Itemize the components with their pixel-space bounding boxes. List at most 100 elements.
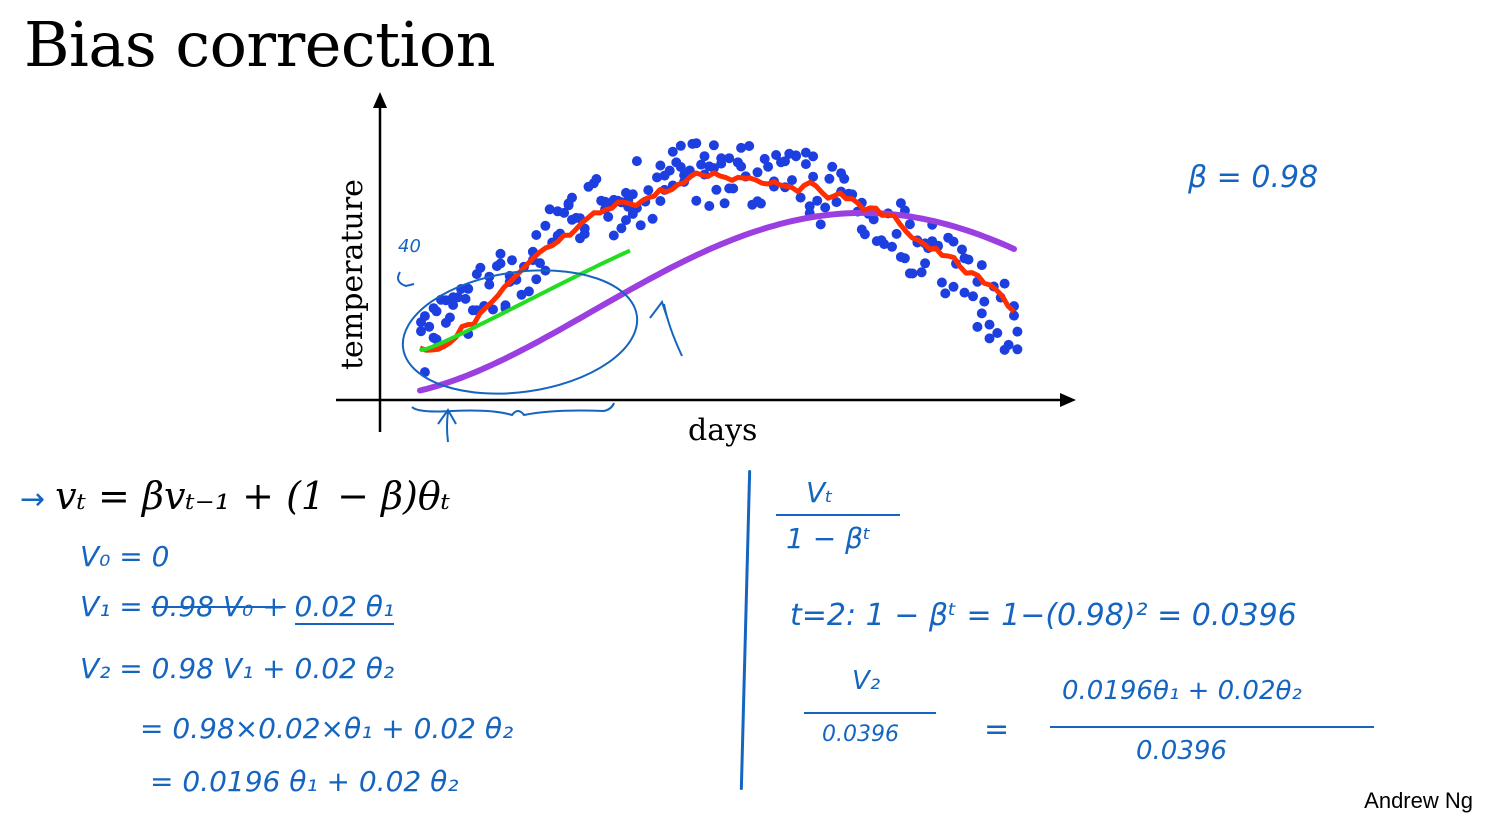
chart-point bbox=[972, 321, 983, 332]
chart-point bbox=[460, 293, 471, 304]
chart-point bbox=[495, 248, 506, 259]
chart-point bbox=[744, 141, 755, 151]
bracket-annotation bbox=[411, 402, 615, 417]
chart-point bbox=[608, 230, 619, 241]
chart-point bbox=[948, 281, 959, 292]
green-curve bbox=[419, 248, 631, 353]
chart-point bbox=[780, 156, 790, 167]
chart-point bbox=[940, 288, 951, 299]
chart-point bbox=[936, 277, 947, 288]
bias-frac-num: Vₜ bbox=[806, 476, 834, 509]
chart-point bbox=[808, 171, 819, 182]
chart-point bbox=[621, 215, 631, 226]
chart-point bbox=[976, 260, 987, 271]
chart-point bbox=[907, 268, 918, 279]
x-axis-arrowhead bbox=[1060, 393, 1076, 407]
chart-point bbox=[691, 138, 702, 149]
chart-point bbox=[500, 300, 511, 311]
temperature-chart: temperature days 40 bbox=[335, 92, 1076, 448]
chart-points-layer bbox=[416, 138, 1023, 378]
chart-point bbox=[647, 213, 658, 224]
chart-point bbox=[992, 328, 1003, 338]
chart-point bbox=[719, 198, 730, 209]
x-axis-label: days bbox=[688, 413, 757, 448]
chart-point bbox=[691, 195, 702, 206]
equals-sign: = bbox=[984, 712, 1010, 747]
chart-point bbox=[820, 202, 831, 213]
chart-point bbox=[752, 167, 763, 178]
chart-point bbox=[859, 229, 870, 240]
chart-point bbox=[675, 162, 686, 172]
arrow-icon: → bbox=[20, 482, 46, 517]
chart-point bbox=[655, 160, 666, 171]
chart-point bbox=[696, 159, 707, 170]
step-v1-rhs: 0.02 θ₁ bbox=[294, 590, 395, 625]
ewma-formula: → vₜ = βvₜ₋₁ + (1 − β)θₜ bbox=[20, 474, 450, 518]
chart-point bbox=[899, 253, 910, 264]
chart-point bbox=[635, 220, 646, 231]
chart-point bbox=[655, 196, 666, 206]
step-v1: V₁ = 0.98 V₀ + 0.02 θ₁ bbox=[80, 590, 395, 625]
chart-point bbox=[948, 236, 959, 247]
step-v0: V₀ = 0 bbox=[80, 540, 170, 573]
chart-point bbox=[895, 198, 906, 209]
chart-point bbox=[616, 223, 627, 234]
chart-point bbox=[728, 183, 739, 194]
chart-point bbox=[708, 140, 719, 151]
chart-point bbox=[664, 165, 675, 176]
chart-point bbox=[736, 161, 747, 172]
step-v2-result: = 0.0196 θ₁ + 0.02 θ₂ bbox=[150, 765, 459, 798]
up-arrow-left bbox=[437, 408, 457, 443]
chart-point bbox=[540, 220, 551, 231]
chart-point bbox=[831, 197, 842, 208]
chart-point bbox=[879, 239, 890, 250]
chart-point bbox=[559, 207, 570, 218]
chart-point bbox=[507, 255, 517, 266]
circle-annotation bbox=[401, 269, 639, 395]
chart-point bbox=[488, 304, 498, 315]
chart-point bbox=[627, 189, 638, 200]
chart-point bbox=[759, 153, 770, 164]
chart-point bbox=[567, 192, 577, 203]
chart-point bbox=[800, 159, 811, 170]
chart-point bbox=[704, 201, 715, 211]
chart-point bbox=[453, 292, 463, 303]
chart-point bbox=[968, 291, 978, 302]
v2-frac-den: 0.0396 bbox=[822, 722, 899, 747]
chart-point bbox=[887, 241, 897, 252]
author-name: Andrew Ng bbox=[1364, 788, 1473, 813]
chart-point bbox=[531, 274, 542, 285]
chart-point bbox=[999, 278, 1010, 289]
chart-point bbox=[827, 161, 838, 172]
chart-point bbox=[979, 296, 990, 307]
chart-point bbox=[815, 219, 826, 230]
v2-frac-line bbox=[804, 712, 936, 714]
chart-point bbox=[643, 185, 654, 196]
chart-point bbox=[448, 300, 459, 310]
chart-point bbox=[984, 333, 995, 344]
chart-point bbox=[463, 283, 474, 294]
chart-point bbox=[959, 287, 970, 298]
v2-frac-num: V₂ bbox=[852, 666, 881, 696]
annotation-40: 40 bbox=[398, 236, 421, 257]
chart-point bbox=[531, 230, 542, 240]
chart-point bbox=[523, 286, 534, 297]
step-v2: V₂ = 0.98 V₁ + 0.02 θ₂ bbox=[80, 652, 395, 685]
chart-point bbox=[431, 306, 442, 317]
step-v2-expand: = 0.98×0.02×θ₁ + 0.02 θ₂ bbox=[140, 712, 514, 745]
y-axis-label: temperature bbox=[335, 179, 370, 370]
bias-frac-den: 1 − βᵗ bbox=[786, 522, 872, 555]
chart-point bbox=[839, 173, 850, 184]
chart-point bbox=[675, 140, 686, 151]
chart-point bbox=[1012, 326, 1023, 337]
beta-note: β = 0.98 bbox=[1188, 160, 1319, 195]
chart-point bbox=[763, 161, 774, 172]
step-v1-struck: 0.98 V₀ + bbox=[151, 590, 286, 623]
chart-point bbox=[711, 184, 722, 195]
chart-point bbox=[812, 195, 823, 206]
chart-point bbox=[424, 321, 435, 332]
slide-title: Bias correction bbox=[24, 8, 496, 81]
chart-point bbox=[652, 172, 662, 183]
chart-point bbox=[495, 258, 506, 269]
big-frac-num: 0.0196θ₁ + 0.02θ₂ bbox=[1062, 676, 1302, 706]
